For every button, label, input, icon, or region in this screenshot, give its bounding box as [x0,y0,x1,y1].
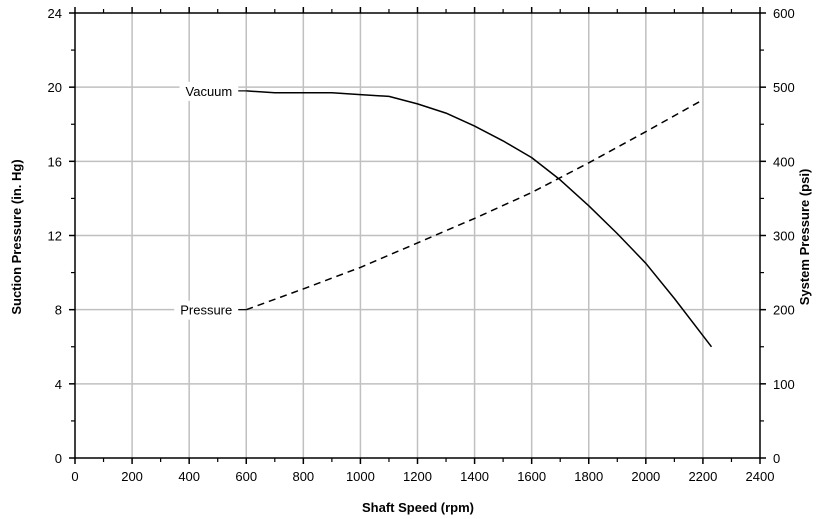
x-tick-label: 400 [178,469,200,484]
series-line-vacuum [246,90,713,348]
y-left-tick-label: 20 [48,80,62,95]
series-label-backdrop [179,81,239,101]
x-tick-label: 200 [121,469,143,484]
series-line-pressure [246,99,704,311]
y-left-tick-label: 4 [55,377,62,392]
series-label-pressure: Pressure [180,303,232,318]
x-tick-label: 1200 [403,469,432,484]
x-tick-label: 2000 [631,469,660,484]
y-right-tick-labels: 0 100 200 300 400 500 600 [773,6,795,466]
series-label-backdrop [174,300,239,320]
y-right-axis-title: System Pressure (psi) [797,169,812,306]
x-tick-label: 1400 [460,469,489,484]
y-left-tick-label: 0 [55,451,62,466]
y-right-tick-label: 600 [773,6,795,21]
x-tick-label: 800 [292,469,314,484]
x-tick-label: 600 [235,469,257,484]
x-axis-title: Shaft Speed (rpm) [362,500,474,515]
y-right-tick-label: 400 [773,154,795,169]
y-left-tick-labels: 0 4 8 12 16 20 24 [48,6,62,466]
x-tick-labels: 0 200 400 600 800 1000 1200 1400 1600 1800 2000 220… [71,469,774,484]
y-right-tick-label: 200 [773,303,795,318]
y-left-axis-title: Suction Pressure (in. Hg) [9,159,24,314]
y-left-tick-label: 16 [48,154,62,169]
x-tick-label: 1800 [574,469,603,484]
series-labels: Vacuum Pressure [174,81,247,320]
x-tick-label: 2400 [746,469,775,484]
series-label-vacuum: Vacuum [186,84,233,99]
y-right-tick-label: 500 [773,80,795,95]
x-tick-label: 1600 [517,469,546,484]
grid-lines [75,13,760,458]
x-tick-label: 2200 [688,469,717,484]
series-lines [246,90,713,348]
tick-marks [69,7,766,464]
y-right-tick-label: 0 [773,451,780,466]
x-tick-label: 0 [71,469,78,484]
y-right-tick-label: 100 [773,377,795,392]
y-left-tick-label: 24 [48,6,62,21]
y-left-tick-label: 12 [48,229,62,244]
y-right-tick-label: 300 [773,229,795,244]
y-left-tick-label: 8 [55,303,62,318]
x-tick-label: 1000 [346,469,375,484]
